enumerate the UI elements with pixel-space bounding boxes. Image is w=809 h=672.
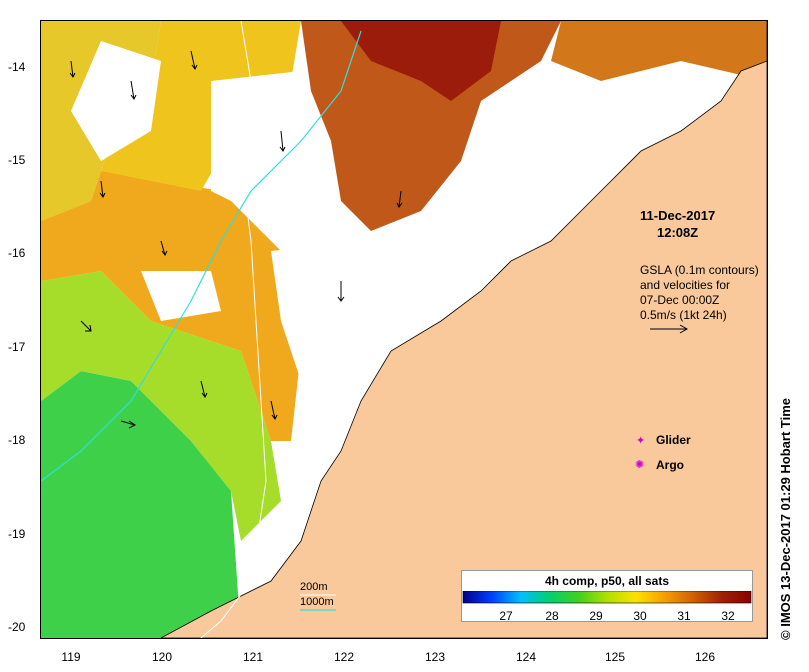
land-mass xyxy=(160,21,767,638)
lon-tick-label: 121 xyxy=(242,650,264,664)
contour-1000-label: 1000m xyxy=(300,596,334,608)
glider-label: Glider xyxy=(656,433,691,447)
gsla-line: and velocities for xyxy=(640,278,731,292)
lon-tick-label: 126 xyxy=(694,650,716,664)
lat-tick-label: -20 xyxy=(8,620,26,634)
colorbar-tick-label: 28 xyxy=(545,609,559,623)
lon-tick-label: 122 xyxy=(333,650,355,664)
watermark-text: IMOS 13-Dec-2017 01:29 Hobart Time xyxy=(778,397,793,627)
velocity-arrows xyxy=(69,50,403,429)
timestamp-block: 11-Dec-2017 12:08Z xyxy=(640,207,715,241)
colorbar: 4h comp, p50, all sats 27 28 29 30 31 32 xyxy=(461,570,753,623)
sst-map-canvas xyxy=(41,21,767,638)
cloud-patch xyxy=(211,71,321,221)
lon-tick-label: 119 xyxy=(61,650,81,664)
lat-tick-label: -19 xyxy=(8,527,26,541)
cloud-patch xyxy=(271,241,401,401)
gsla-line: 0.5m/s (1kt 24h) xyxy=(640,308,727,322)
lat-tick-label: -17 xyxy=(8,340,26,354)
scale-arrow-icon xyxy=(650,324,689,334)
lon-tick-label: 124 xyxy=(515,650,537,664)
cloud-patch xyxy=(141,271,221,321)
sst-field-darkred xyxy=(341,21,501,101)
lat-tick-label: -18 xyxy=(8,433,26,447)
sst-field-brown xyxy=(301,21,561,231)
copyright-icon: © xyxy=(778,630,793,640)
contour-1000m xyxy=(41,30,362,482)
sst-field-orange-east xyxy=(551,21,767,81)
gsla-line: GSLA (0.1m contours) xyxy=(640,263,759,277)
glider-marker-icon: ✦ xyxy=(636,435,646,447)
date-text: 11-Dec-2017 xyxy=(640,208,716,223)
gsla-info: GSLA (0.1m contours) and velocities for … xyxy=(640,263,759,323)
sst-field-green xyxy=(41,371,241,638)
lat-tick-label: -16 xyxy=(8,246,26,260)
map-panel xyxy=(40,20,768,639)
cloud-patch xyxy=(71,41,161,161)
colorbar-gradient xyxy=(462,591,752,604)
contour-1000-swatch xyxy=(300,609,336,611)
lat-tick-label: -14 xyxy=(8,60,26,74)
contour-200m xyxy=(200,21,267,638)
time-text: 12:08Z xyxy=(656,225,699,240)
lon-tick-label: 120 xyxy=(151,650,173,664)
imos-watermark: © IMOS 13-Dec-2017 01:29 Hobart Time xyxy=(778,398,793,640)
lat-tick-label: -15 xyxy=(8,153,26,167)
sst-field-yellow-north xyxy=(101,21,301,191)
contour-200-swatch xyxy=(300,594,336,596)
colorbar-title: 4h comp, p50, all sats xyxy=(544,574,670,588)
contour-200-label: 200m xyxy=(300,581,328,593)
depth-contour-legend: 200m 1000m xyxy=(300,580,336,611)
lon-tick-label: 125 xyxy=(604,650,626,664)
colorbar-tick-label: 31 xyxy=(677,609,691,623)
argo-label: Argo xyxy=(656,458,684,472)
argo-marker-icon: ✺ xyxy=(635,459,645,471)
colorbar-tick-label: 29 xyxy=(589,609,603,623)
colorbar-tick-label: 30 xyxy=(633,609,647,623)
sst-field-yellowgreen xyxy=(41,271,281,541)
colorbar-tick-label: 32 xyxy=(721,609,735,623)
gsla-line: 07-Dec 00:00Z xyxy=(640,293,720,307)
lon-tick-label: 123 xyxy=(424,650,446,664)
colorbar-tick-label: 27 xyxy=(499,609,513,623)
